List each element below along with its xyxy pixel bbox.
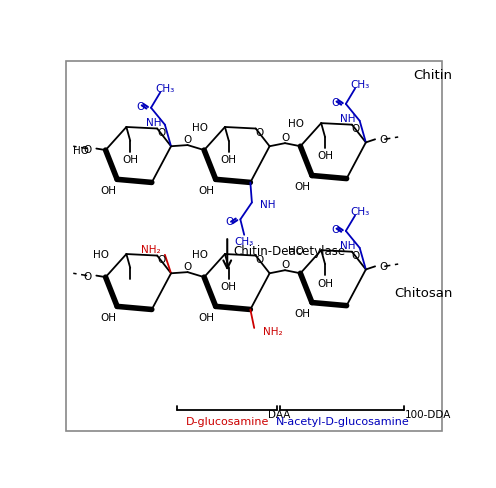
Text: OH: OH: [295, 182, 310, 192]
Text: OH: OH: [317, 278, 333, 288]
Text: HO: HO: [192, 249, 208, 260]
Text: O: O: [380, 262, 388, 272]
Text: O: O: [255, 127, 264, 137]
Text: O: O: [380, 135, 388, 145]
Text: CH₃: CH₃: [155, 83, 175, 94]
Text: 100-DDA: 100-DDA: [405, 409, 451, 419]
Text: O: O: [184, 262, 192, 271]
Text: OH: OH: [295, 309, 310, 319]
Text: HO: HO: [288, 245, 304, 256]
Text: Chitin: Chitin: [414, 69, 452, 82]
Text: OH: OH: [221, 282, 237, 292]
Text: O: O: [157, 254, 165, 264]
Text: O: O: [157, 127, 165, 137]
Text: OH: OH: [100, 186, 116, 196]
Text: Chitin-Deacetylase: Chitin-Deacetylase: [234, 245, 346, 258]
Text: O: O: [226, 217, 234, 226]
Text: NH: NH: [259, 200, 275, 209]
Text: OH: OH: [317, 151, 333, 161]
Text: Chitosan: Chitosan: [394, 286, 453, 300]
Text: NH₂: NH₂: [141, 244, 161, 254]
Text: O: O: [255, 254, 264, 264]
Text: HO: HO: [72, 146, 89, 156]
Text: O: O: [83, 144, 92, 154]
Text: OH: OH: [198, 312, 214, 323]
Text: HO: HO: [93, 249, 110, 260]
Text: O: O: [184, 135, 192, 144]
Text: NH: NH: [340, 114, 356, 123]
Text: OH: OH: [221, 155, 237, 165]
Text: CH₃: CH₃: [350, 80, 370, 90]
Text: HO: HO: [192, 122, 208, 133]
Text: O: O: [331, 98, 339, 108]
Text: CH₃: CH₃: [235, 237, 254, 246]
Text: O: O: [136, 102, 144, 112]
Text: OH: OH: [198, 186, 214, 196]
Text: NH: NH: [340, 240, 356, 250]
Text: O: O: [352, 123, 360, 134]
Text: O: O: [331, 225, 339, 235]
Text: HO: HO: [288, 119, 304, 129]
Text: NH: NH: [145, 117, 161, 127]
Text: DAA: DAA: [268, 409, 290, 419]
Text: O: O: [83, 271, 92, 281]
Text: OH: OH: [100, 312, 116, 323]
Text: CH₃: CH₃: [350, 206, 370, 217]
Text: O: O: [281, 133, 289, 142]
Text: NH₂: NH₂: [263, 326, 283, 336]
Text: O: O: [281, 260, 289, 269]
Text: O: O: [352, 250, 360, 260]
Text: D-glucosamine: D-glucosamine: [186, 416, 269, 426]
Text: OH: OH: [122, 155, 138, 165]
FancyBboxPatch shape: [66, 61, 442, 431]
Text: N-acetyl-D-glucosamine: N-acetyl-D-glucosamine: [276, 416, 410, 426]
